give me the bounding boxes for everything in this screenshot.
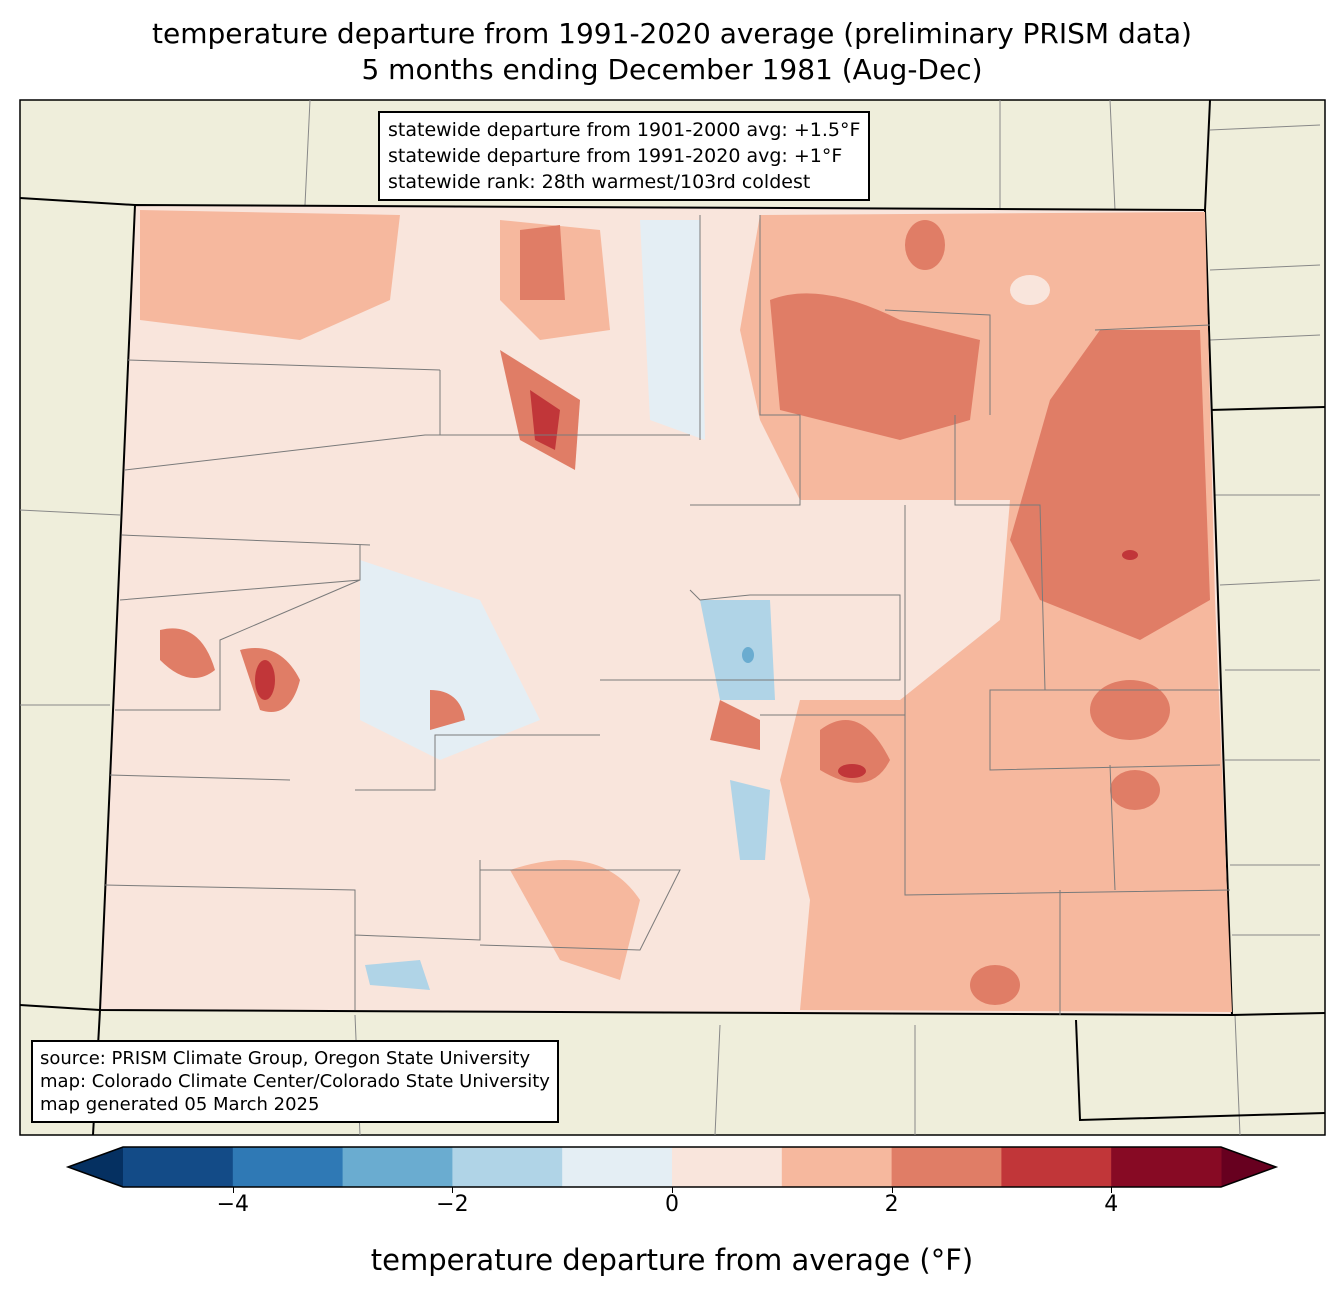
statewide-rank: statewide rank: 28th warmest/103rd colde… (388, 171, 811, 193)
colorbar-tick-mark (891, 1187, 893, 1193)
map-credit: map: Colorado Climate Center/Colorado St… (40, 1071, 550, 1092)
colorbar-segment (672, 1147, 783, 1187)
colorbar-tick-mark (452, 1187, 454, 1193)
colorbar-segment (1001, 1147, 1112, 1187)
colorbar-label: temperature departure from average (°F) (370, 1243, 974, 1277)
statewide-stats-box: statewide departure from 1901-2000 avg: … (378, 111, 871, 201)
generated-date: map generated 05 March 2025 (40, 1094, 320, 1115)
colorbar-segment (452, 1147, 563, 1187)
colorbar-tick-label: −2 (436, 1192, 469, 1217)
departure-contours (140, 210, 1232, 1012)
colorbar-tick-label: −4 (216, 1192, 250, 1217)
source-box: source: PRISM Climate Group, Oregon Stat… (31, 1040, 559, 1123)
state-borders (19, 99, 1326, 1136)
map-subtitle: 5 months ending December 1981 (Aug-Dec) (361, 53, 983, 86)
colorbar-segment (232, 1147, 344, 1187)
colorbar-tick-label: 0 (665, 1192, 679, 1217)
colorbar-tick-label: 4 (1104, 1192, 1119, 1217)
map-title: temperature departure from 1991-2020 ave… (152, 17, 1192, 50)
colorbar-tick-mark (672, 1187, 673, 1193)
colorbar-tick-label: 2 (884, 1192, 899, 1217)
colorbar-outline (65, 1146, 1279, 1188)
colorbar-segment (781, 1147, 893, 1187)
colorbar-tick-mark (1111, 1187, 1113, 1193)
colorbar-tick-mark (232, 1187, 234, 1193)
colorbar-extend-high (1221, 1147, 1276, 1187)
colorbar-extend-low (68, 1147, 123, 1187)
county-boundaries (104, 215, 1231, 1015)
colorbar-segment (123, 1147, 234, 1187)
departure-1901-2000: statewide departure from 1901-2000 avg: … (388, 119, 861, 141)
source-credit: source: PRISM Climate Group, Oregon Stat… (40, 1048, 531, 1069)
colorbar-segment (562, 1147, 673, 1187)
departure-1991-2020: statewide departure from 1991-2020 avg: … (388, 145, 843, 167)
colorbar-segment (1111, 1147, 1222, 1187)
colorbar (65, 1146, 1279, 1188)
colorbar-segment (342, 1147, 453, 1187)
colorbar-segment (891, 1147, 1002, 1187)
